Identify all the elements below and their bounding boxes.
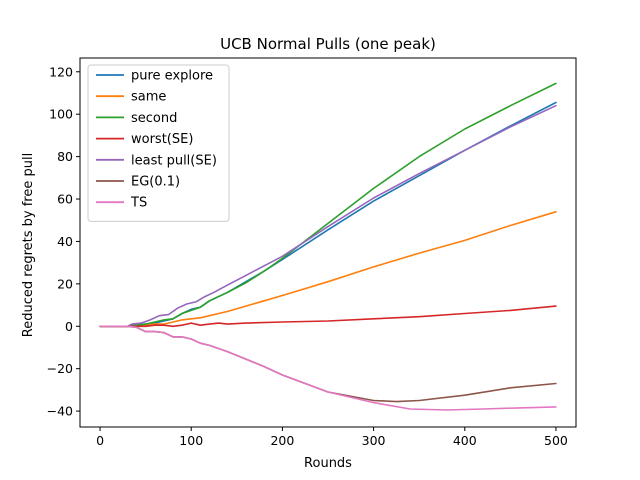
- chart-title: UCB Normal Pulls (one peak): [220, 35, 436, 53]
- legend-box: [87, 64, 230, 222]
- x-tick-label: 500: [544, 433, 568, 448]
- series-line-4: [99, 104, 557, 328]
- x-tick-label: 400: [453, 433, 477, 448]
- legend: pure explore same second worst(SE) least pul…: [87, 64, 230, 222]
- x-axis-label: Rounds: [304, 456, 352, 471]
- legend-label-1: same: [131, 90, 166, 105]
- series-line-3: [99, 305, 557, 328]
- axes: 0 100 200 300 400 500 −40 −20 0 20 40 60 80 100 120: [47, 57, 577, 448]
- y-tick-label: −20: [47, 361, 73, 376]
- x-tick-label: 300: [362, 433, 386, 448]
- legend-label-6: TS: [130, 196, 147, 211]
- legend-label-3: worst(SE): [131, 132, 193, 147]
- x-tick-label: 0: [96, 433, 104, 448]
- x-tick-label: 200: [270, 433, 294, 448]
- y-tick-label: 0: [65, 319, 73, 334]
- y-tick-label: 60: [57, 192, 73, 207]
- series-line-1: [99, 211, 557, 328]
- plot-lines: [99, 82, 557, 411]
- legend-label-0: pure explore: [131, 69, 213, 84]
- y-tick-label: 20: [57, 276, 73, 291]
- y-axis-label: Reduced regrets by free pull: [21, 153, 36, 337]
- y-tick-label: −40: [47, 404, 73, 419]
- y-tick-label: 40: [57, 234, 73, 249]
- legend-label-2: second: [131, 111, 177, 126]
- legend-label-5: EG(0.1): [131, 175, 180, 190]
- legend-label-4: least pull(SE): [131, 153, 217, 168]
- y-tick-label: 80: [57, 149, 73, 164]
- x-tick-label: 100: [179, 433, 203, 448]
- y-tick-label: 120: [49, 64, 73, 79]
- series-line-6: [99, 325, 557, 411]
- y-tick-label: 100: [49, 107, 73, 122]
- series-line-2: [99, 82, 557, 328]
- plot-frame: [79, 57, 577, 428]
